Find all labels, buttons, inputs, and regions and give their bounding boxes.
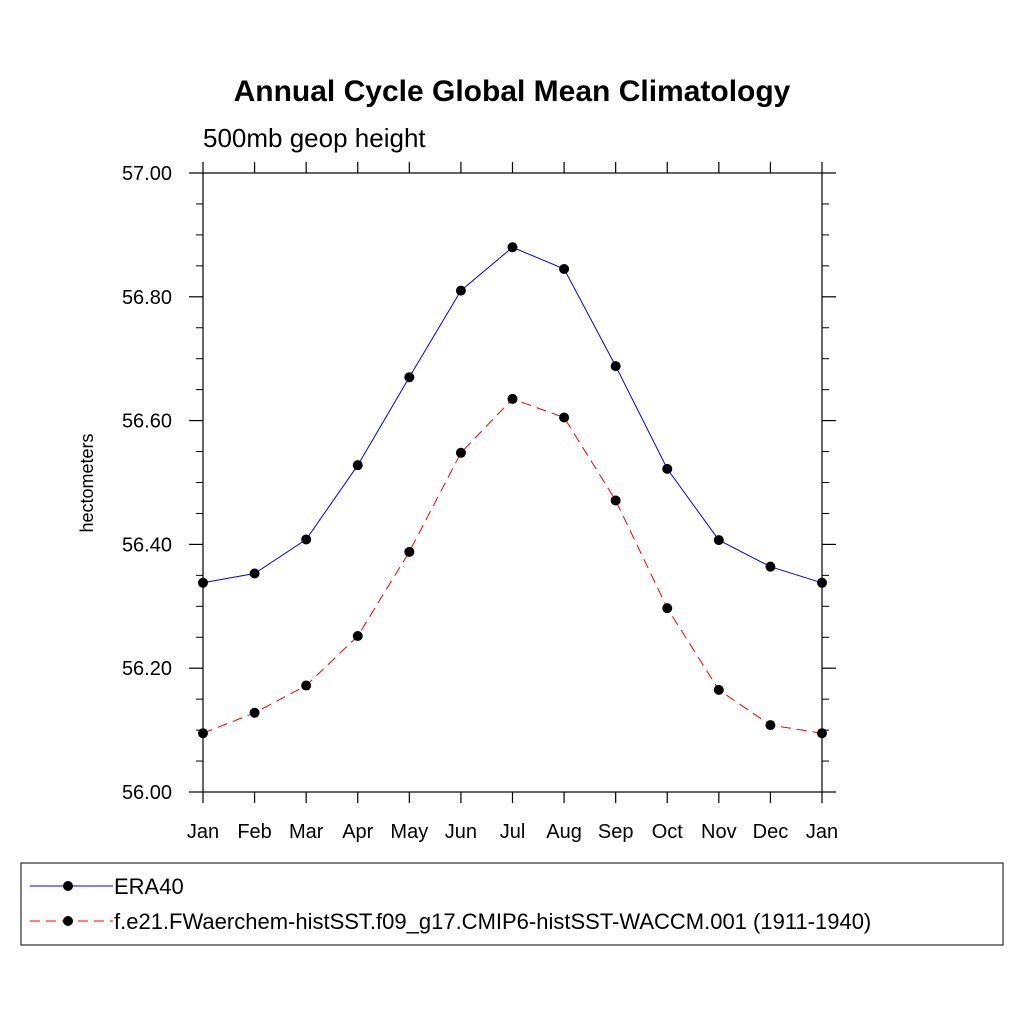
series-2-point bbox=[662, 603, 673, 614]
series-2-point bbox=[352, 631, 363, 642]
chart-subtitle: 500mb geop height bbox=[203, 123, 426, 153]
legend-label-1: ERA40 bbox=[114, 874, 184, 899]
x-tick-label: Nov bbox=[701, 821, 737, 843]
x-tick-label: Mar bbox=[289, 821, 324, 843]
x-tick-label: Jul bbox=[500, 821, 526, 843]
legend-label-2: f.e21.FWaerchem-histSST.f09_g17.CMIP6-hi… bbox=[114, 909, 871, 934]
y-tick-label: 56.40 bbox=[122, 534, 172, 556]
series-layer bbox=[198, 242, 827, 739]
legend-marker-2 bbox=[63, 916, 73, 926]
series-line-2 bbox=[202, 398, 823, 734]
x-tick-label: Apr bbox=[342, 821, 373, 843]
y-tick-label: 56.80 bbox=[122, 287, 172, 309]
x-tick-label: Jan bbox=[187, 821, 219, 843]
legend-marker-1 bbox=[63, 881, 73, 891]
x-tick-label: Aug bbox=[546, 821, 582, 843]
series-2-point bbox=[198, 728, 208, 739]
series-1-point bbox=[713, 535, 724, 546]
x-tick-label: May bbox=[390, 821, 428, 843]
x-tick-label: Oct bbox=[652, 821, 684, 843]
plot-frame bbox=[202, 172, 823, 793]
x-tick-label: Jan bbox=[806, 821, 838, 843]
x-tick-label: Jun bbox=[445, 821, 477, 843]
legend: ERA40 f.e21.FWaerchem-histSST.f09_g17.CMI… bbox=[20, 862, 1004, 946]
series-1-point bbox=[198, 577, 208, 588]
series-2-point bbox=[817, 728, 827, 739]
x-tick-label: Feb bbox=[237, 821, 271, 843]
chart-title: Annual Cycle Global Mean Climatology bbox=[234, 75, 791, 108]
series-1-point bbox=[662, 463, 673, 474]
series-1-point bbox=[301, 534, 312, 545]
series-1-point bbox=[455, 285, 466, 296]
y-tick-label: 56.60 bbox=[122, 411, 172, 433]
series-1-point bbox=[249, 568, 260, 579]
y-tick-label: 56.00 bbox=[122, 782, 172, 804]
series-1-point bbox=[507, 242, 518, 253]
series-2-point bbox=[610, 495, 621, 506]
y-tick-label: 57.00 bbox=[122, 163, 172, 185]
series-2-point bbox=[713, 684, 724, 695]
x-tick-label: Dec bbox=[753, 821, 789, 843]
series-2-point bbox=[559, 412, 570, 423]
y-axis-label: hectometers bbox=[77, 433, 97, 532]
series-1-point bbox=[817, 577, 827, 588]
series-2-point bbox=[507, 393, 518, 404]
series-1-point bbox=[352, 460, 363, 471]
series-1-point bbox=[404, 372, 415, 383]
series-2-point bbox=[765, 720, 776, 731]
series-2-point bbox=[301, 680, 312, 691]
series-2-point bbox=[455, 447, 466, 458]
series-1-point bbox=[610, 361, 621, 372]
series-1-point bbox=[765, 561, 776, 572]
series-2-point bbox=[404, 546, 415, 557]
series-line-1 bbox=[202, 246, 823, 584]
series-2-point bbox=[249, 707, 260, 718]
x-tick-label: Sep bbox=[598, 821, 634, 843]
series-1-point bbox=[559, 263, 570, 274]
y-tick-label: 56.20 bbox=[122, 658, 172, 680]
axis-ticks: Jan Feb Mar Apr May Jun Jul Aug Sep Oct Nov Dec Jan 5… bbox=[122, 162, 838, 843]
legend-box bbox=[20, 862, 1004, 946]
